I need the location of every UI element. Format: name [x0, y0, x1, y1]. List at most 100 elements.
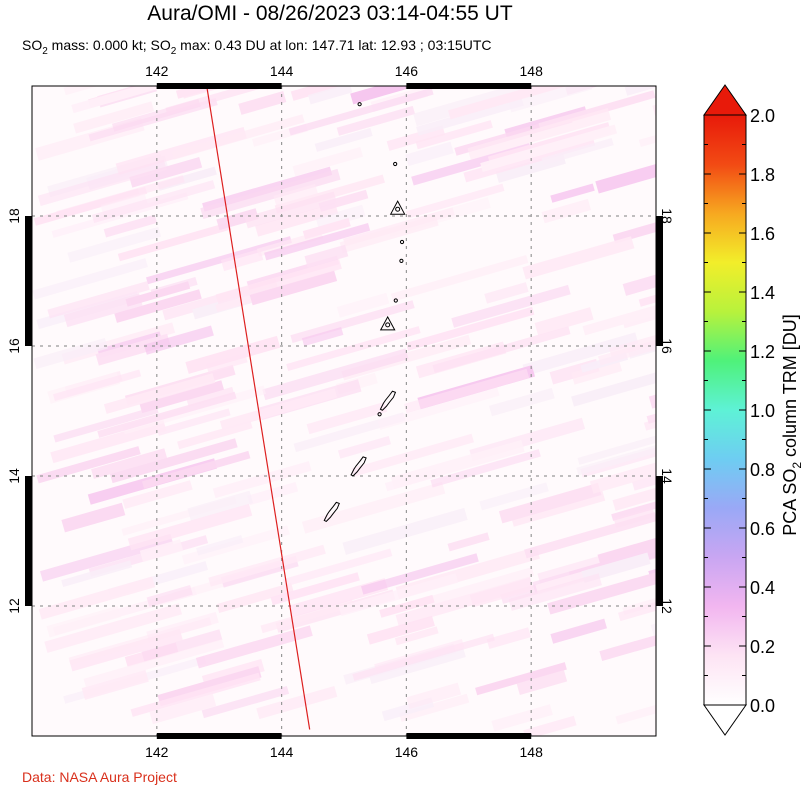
- so2-pixel: [338, 573, 459, 617]
- axis-bar-bottom: [406, 733, 532, 739]
- island-dot: [393, 298, 398, 303]
- volcano-marker: [389, 200, 406, 215]
- so2-pixel: [127, 503, 253, 551]
- so2-pixel: [377, 386, 500, 430]
- chart-title: Aura/OMI - 08/26/2023 03:14-04:55 UT: [147, 2, 513, 25]
- so2-pixel: [479, 482, 549, 511]
- so2-pixel: [73, 101, 155, 134]
- so2-pixel: [247, 481, 299, 506]
- y-tick-label-left: 18: [6, 208, 22, 224]
- so2-pixel: [336, 105, 416, 136]
- axis-bar-top: [156, 83, 282, 89]
- so2-pixel: [68, 617, 212, 666]
- so2-pixel: [351, 433, 474, 477]
- so2-pixels: [32, 86, 656, 736]
- so2-pixel: [195, 625, 313, 669]
- island-outline: [350, 456, 367, 477]
- so2-pixel: [175, 86, 284, 99]
- so2-pixel: [264, 223, 371, 261]
- so2-pixel: [484, 282, 529, 304]
- so2-pixel: [576, 442, 656, 476]
- so2-pixel: [523, 715, 577, 736]
- so2-pixel: [638, 287, 656, 307]
- so2-pixel: [81, 669, 149, 700]
- so2-pixel: [219, 388, 338, 431]
- so2-pixel: [141, 450, 251, 489]
- so2-pixel: [350, 86, 428, 105]
- so2-pixel: [293, 412, 406, 453]
- colorbar-tick-label: 0.4: [750, 578, 775, 598]
- so2-pixel: [122, 480, 193, 509]
- map-panel: 142 142 144 144 146 146 148 148 12 12 14 14 16 16 18 18: [6, 63, 675, 760]
- so2-pixel: [112, 99, 201, 132]
- chart-subtitle: SO2 mass: 0.000 kt; SO2 max: 0.43 DU at …: [22, 37, 491, 57]
- so2-pixel: [83, 639, 225, 687]
- axis-bar-right: [656, 476, 663, 606]
- axis-bars: [25, 83, 663, 739]
- so2-pixel: [46, 605, 121, 638]
- so2-pixel: [171, 114, 305, 160]
- so2-pixel: [390, 255, 529, 302]
- so2-pixel: [63, 86, 118, 96]
- so2-pixel: [617, 578, 656, 622]
- colorbar-tick-label: 1.8: [750, 165, 775, 185]
- so2-pixel: [339, 214, 439, 254]
- so2-pixel: [145, 236, 292, 285]
- x-tick-label-bottom: 148: [520, 744, 544, 760]
- so2-pixel: [196, 535, 244, 556]
- island-dot: [399, 239, 405, 245]
- subtitle-so2-sub-2: 2: [171, 46, 177, 57]
- axis-bar-left: [25, 216, 32, 346]
- so2-pixel: [44, 603, 183, 653]
- y-tick-label-left: 12: [6, 598, 22, 614]
- colorbar-extend-top: [703, 84, 747, 116]
- island-outline: [323, 501, 340, 523]
- x-tick-label-bottom: 142: [145, 744, 169, 760]
- y-tick-label-left: 16: [6, 338, 22, 354]
- so2-pixel: [71, 86, 190, 114]
- so2-pixel: [488, 387, 555, 417]
- so2-pixel: [270, 572, 360, 606]
- so2-pixel: [390, 439, 525, 490]
- y-tick-label-right: 18: [659, 208, 675, 224]
- so2-pixel: [52, 369, 142, 402]
- y-tick-label-right: 16: [659, 338, 675, 354]
- so2-pixel: [498, 482, 602, 524]
- so2-pixel: [451, 284, 571, 328]
- x-tick-label-top: 148: [520, 63, 544, 79]
- so2-pixel: [56, 175, 185, 219]
- so2-pixel: [508, 573, 602, 611]
- island-dot: [393, 161, 398, 167]
- so2-pixel: [103, 373, 216, 414]
- so2-pixel: [638, 103, 656, 148]
- axis-bar-left: [25, 476, 32, 606]
- so2-pixel: [337, 435, 392, 459]
- so2-pixel: [177, 420, 253, 450]
- so2-pixel: [141, 629, 223, 663]
- so2-pixel: [288, 87, 434, 136]
- so2-pixel: [103, 214, 158, 238]
- so2-pixel: [475, 662, 567, 696]
- so2-pixel: [522, 236, 635, 280]
- colorbar-extend-bottom: [703, 704, 747, 736]
- so2-pixel: [149, 694, 217, 725]
- so2-pixel: [430, 449, 541, 488]
- axis-bar-right: [656, 216, 663, 346]
- so2-pixel: [187, 490, 254, 521]
- so2-pixel: [110, 438, 238, 484]
- so2-pixel: [534, 307, 594, 336]
- so2-pixel: [32, 258, 148, 300]
- so2-pixel: [61, 502, 126, 533]
- so2-pixel: [91, 180, 216, 223]
- colorbar-label-sub: 2: [790, 462, 804, 469]
- axis-bar-bottom: [156, 733, 282, 739]
- subtitle-so2-sub: 2: [42, 46, 48, 57]
- so2-pixel: [292, 146, 364, 177]
- so2-pixel: [613, 507, 656, 528]
- colorbar: 0.0 0.2 0.4 0.6 0.8 1.0 1.2 1.4 1.6 1.8 2.0 PCA SO…: [703, 84, 804, 736]
- so2-pixel: [262, 348, 409, 401]
- so2-pixel: [432, 326, 571, 373]
- so2-pixel: [201, 685, 290, 719]
- y-tick-label-right: 12: [659, 598, 675, 614]
- so2-pixel: [146, 585, 193, 607]
